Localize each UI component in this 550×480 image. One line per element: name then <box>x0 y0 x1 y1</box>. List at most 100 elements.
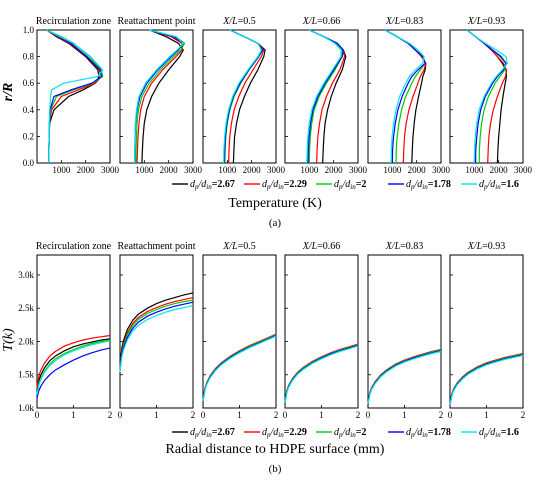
panel-title-value: =0.5 <box>238 16 256 27</box>
legend-label-part: p <box>266 183 271 191</box>
legend-label-part: =1.6 <box>501 179 519 190</box>
series-line-4 <box>134 29 185 164</box>
y-tick-label: 2.0k <box>18 336 34 346</box>
panel-title: Recirculation zone <box>36 241 112 252</box>
legend-label-0: dp/din=2.67 <box>190 179 235 191</box>
legend-label-part: p <box>194 431 199 439</box>
panel-title: Reattachment point <box>117 241 195 252</box>
panel-title-value: =0.5 <box>238 241 256 252</box>
y-tick-label: 3.0k <box>18 270 34 280</box>
legend-label-part: in <box>422 431 428 439</box>
legend-label-part: in <box>495 431 501 439</box>
y-tick-label: 0.4 <box>23 105 35 115</box>
panel-title: X/L=0.5 <box>222 16 256 27</box>
x-tick-label: 1000 <box>300 165 319 175</box>
ylabel-a: r/R <box>1 83 16 102</box>
panel-title-value: =0.66 <box>317 241 340 252</box>
legend-label-part: =1.6 <box>501 427 519 438</box>
legend-label-part: /d <box>342 179 352 190</box>
series-line-4 <box>367 350 442 405</box>
legend-label-0: dp/din=2.67 <box>190 427 235 439</box>
legend-label-part: p <box>194 183 199 191</box>
legend-label-part: in <box>206 431 212 439</box>
series-line-4 <box>384 29 425 164</box>
xlabel-b: Radial distance to HDPE surface (mm) <box>166 442 385 457</box>
panel-frame <box>284 254 359 409</box>
series-line-2 <box>367 349 442 405</box>
series-line-4 <box>202 335 277 402</box>
panel-title: X/L=0.93 <box>467 241 506 252</box>
x-tick-label: 3000 <box>349 165 368 175</box>
panel-title: X/L=0.66 <box>302 16 341 27</box>
panel-frame <box>284 29 359 164</box>
series-line-4 <box>46 29 104 164</box>
panel-title-value: =0.83 <box>400 241 423 252</box>
legend-b: dp/din=2.67 dp/din=2.29 dp/din=2 dp/din=1.7… <box>172 427 519 439</box>
x-tick-label: 3000 <box>184 165 203 175</box>
series-line-4 <box>449 354 524 405</box>
legend-label-part: p <box>410 431 415 439</box>
series-line-3 <box>367 350 442 405</box>
panel-frame <box>36 29 111 164</box>
x-tick-label: 0 <box>201 410 206 420</box>
x-tick-label: 3000 <box>514 165 533 175</box>
x-tick-label: 1000 <box>218 165 237 175</box>
panel-frame <box>36 254 111 409</box>
series-line-2 <box>36 339 111 394</box>
x-tick-label: 2000 <box>490 165 509 175</box>
x-tick-label: 1 <box>484 410 489 420</box>
panel-title-italic: X/L <box>222 241 238 252</box>
legend-label-part: /d <box>487 179 497 190</box>
panel-frame <box>449 29 524 164</box>
series-line-1 <box>309 29 346 164</box>
panel-title-italic: X/L <box>385 241 401 252</box>
caption-b: (b) <box>269 463 282 475</box>
y-tick-label: 0.2 <box>23 131 34 141</box>
legend-label-part: =2 <box>356 179 367 190</box>
legend-label-part: in <box>350 431 356 439</box>
legend-label-part: in <box>422 183 428 191</box>
panel-title-italic: X/L <box>467 241 483 252</box>
x-tick-label: 0 <box>283 410 288 420</box>
y-tick-label: 0.0 <box>23 158 35 168</box>
x-tick-label: 2 <box>191 410 196 420</box>
legend-label-part: d <box>334 179 340 190</box>
legend-label-part: /d <box>487 427 497 438</box>
series-line-3 <box>46 29 103 164</box>
series-line-3 <box>223 29 264 164</box>
legend-label-part: d <box>334 427 340 438</box>
series-line-3 <box>119 301 194 371</box>
legend-label-part: d <box>406 179 412 190</box>
x-tick-label: 1000 <box>465 165 484 175</box>
series-line-0 <box>36 338 111 392</box>
panel-frame <box>367 29 442 164</box>
series-line-4 <box>466 29 508 164</box>
series-line-2 <box>224 29 264 164</box>
series-line-3 <box>466 29 507 164</box>
x-tick-label: 0 <box>118 410 123 420</box>
x-tick-label: 2 <box>274 410 279 420</box>
panel-title-italic: X/L <box>302 241 318 252</box>
ylabel-b: T(k) <box>1 328 16 352</box>
legend-label-part: /d <box>414 179 424 190</box>
legend-label-part: in <box>495 183 501 191</box>
legend-label-part: p <box>338 431 343 439</box>
x-tick-label: 1000 <box>135 165 154 175</box>
panel-title-value: =0.93 <box>482 241 505 252</box>
legend-label-part: =2.67 <box>212 427 235 438</box>
panel-frame <box>202 254 277 409</box>
panel-title-value: =0.93 <box>482 16 505 27</box>
legend-label-part: d <box>262 179 268 190</box>
panel-title: Reattachment point <box>117 16 195 27</box>
x-tick-label: 1 <box>319 410 324 420</box>
legend-label-part: d <box>190 427 196 438</box>
x-tick-label: 3000 <box>101 165 120 175</box>
series-line-2 <box>308 29 343 164</box>
legend-label-part: in <box>278 431 284 439</box>
series-line-0 <box>202 334 277 402</box>
legend-label-part: p <box>483 183 488 191</box>
legend-label-1: dp/din=2.29 <box>262 179 307 191</box>
panel-title: X/L=0.83 <box>385 16 424 27</box>
series-line-4 <box>119 305 194 373</box>
